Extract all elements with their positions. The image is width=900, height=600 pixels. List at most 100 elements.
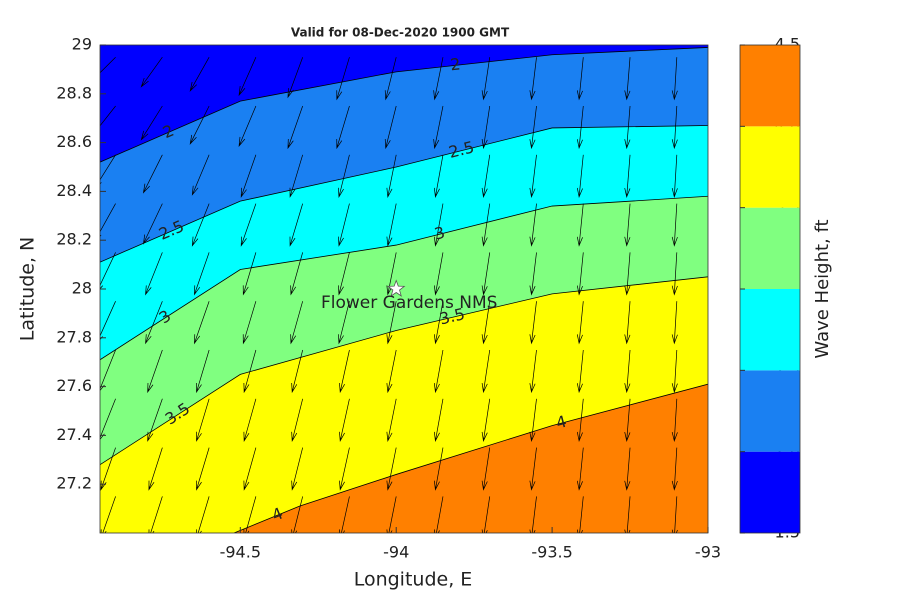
y-tick-label: 27.4 <box>56 425 92 444</box>
wind-arrow <box>433 398 444 442</box>
wind-arrow <box>339 447 350 491</box>
wind-arrow <box>240 154 257 198</box>
wind-arrow <box>386 154 397 198</box>
wind-arrow <box>100 349 116 392</box>
y-tick-label: 29 <box>72 35 92 54</box>
contour-line <box>100 195 708 361</box>
wind-arrow <box>140 105 163 141</box>
wind-arrow <box>289 203 304 247</box>
wind-arrow <box>291 398 304 442</box>
x-tick-label: -93 <box>695 543 721 562</box>
wind-arrow <box>481 57 491 101</box>
colorbar-swatch <box>740 370 800 452</box>
wind-arrow <box>338 301 350 345</box>
wind-arrow <box>338 203 350 247</box>
wind-arrow <box>194 252 210 296</box>
wind-arrow <box>100 105 116 131</box>
wind-arrow <box>147 398 163 442</box>
wind-arrow <box>100 252 116 290</box>
wind-arrow <box>433 105 444 150</box>
site-marker <box>387 279 406 297</box>
wind-arrow <box>576 57 584 101</box>
wind-arrow <box>142 203 163 245</box>
wind-arrow <box>671 398 678 442</box>
wind-arrow <box>196 447 210 491</box>
wind-arrow <box>243 398 257 442</box>
wind-arrow <box>529 252 537 296</box>
colorbar-frame <box>739 44 801 534</box>
wind-arrow <box>671 105 678 150</box>
colorbar-label: Wave Height, ft <box>812 219 833 358</box>
wind-arrow <box>189 105 210 145</box>
wind-arrow <box>240 203 257 247</box>
wind-arrow <box>384 105 397 150</box>
contour-line <box>233 383 708 533</box>
wind-arrow <box>433 203 444 247</box>
y-tick-label: 28.6 <box>56 132 92 151</box>
wind-arrow <box>238 57 257 97</box>
wind-arrow <box>576 301 584 345</box>
wind-arrow <box>191 154 210 196</box>
wind-arrow <box>624 154 631 198</box>
wind-arrow <box>481 447 491 491</box>
x-tick-label: -94.5 <box>220 543 261 562</box>
wind-arrow <box>287 105 303 150</box>
wind-arrow <box>100 203 116 237</box>
x-tick-label: -94 <box>383 543 409 562</box>
y-tick-label: 27.6 <box>56 376 92 395</box>
wind-arrow <box>339 496 350 533</box>
wind-arrow <box>191 203 210 247</box>
wind-arrow <box>624 252 631 296</box>
x-tick-label: -93.5 <box>531 543 572 562</box>
y-axis-label: Latitude, N <box>17 237 39 342</box>
contour-line <box>100 47 708 163</box>
wind-arrow <box>481 203 491 247</box>
wind-arrow <box>433 154 444 198</box>
contour-label: 3 <box>432 223 446 244</box>
y-tick-label: 28.4 <box>56 181 92 200</box>
wind-arrow <box>576 447 584 491</box>
wind-arrow <box>100 56 116 74</box>
wind-arrow <box>576 105 584 150</box>
wind-arrow <box>481 105 491 150</box>
wind-arrow <box>529 447 537 491</box>
wind-arrow <box>576 252 584 296</box>
wind-arrow <box>243 349 257 394</box>
contour-line <box>100 125 708 263</box>
wind-arrow <box>386 398 397 442</box>
wind-arrow <box>196 496 210 533</box>
contour-band <box>234 384 708 533</box>
wind-arrow <box>576 154 584 198</box>
wind-arrow <box>624 105 631 150</box>
contour-label: 2 <box>449 54 461 74</box>
wind-arrow <box>576 349 584 394</box>
colorbar-swatch <box>740 45 800 127</box>
wind-arrow <box>100 301 116 340</box>
wind-arrow <box>336 105 350 150</box>
wind-arrow <box>194 301 210 345</box>
wind-arrow <box>291 447 304 491</box>
wind-arrow <box>242 252 257 296</box>
wind-arrow <box>386 496 397 533</box>
wind-arrow <box>100 398 116 440</box>
wind-arrow <box>529 301 537 345</box>
wind-arrow <box>386 349 397 394</box>
wind-arrow <box>196 349 210 394</box>
wind-arrow <box>338 154 350 198</box>
wind-arrow <box>384 57 397 101</box>
wind-arrow <box>238 105 257 147</box>
wind-arrow <box>147 349 163 394</box>
wind-arrow <box>576 203 584 247</box>
wind-arrow <box>481 398 491 442</box>
wind-arrow <box>433 252 444 296</box>
wind-arrow <box>671 154 678 198</box>
wind-arrow <box>142 154 163 194</box>
colorbar-swatch <box>740 289 800 371</box>
site-label: Flower Gardens NMS <box>321 293 497 313</box>
wind-arrow <box>148 447 163 491</box>
wind-arrow <box>100 496 116 533</box>
wind-arrow <box>145 301 163 345</box>
wind-arrow <box>100 447 116 491</box>
